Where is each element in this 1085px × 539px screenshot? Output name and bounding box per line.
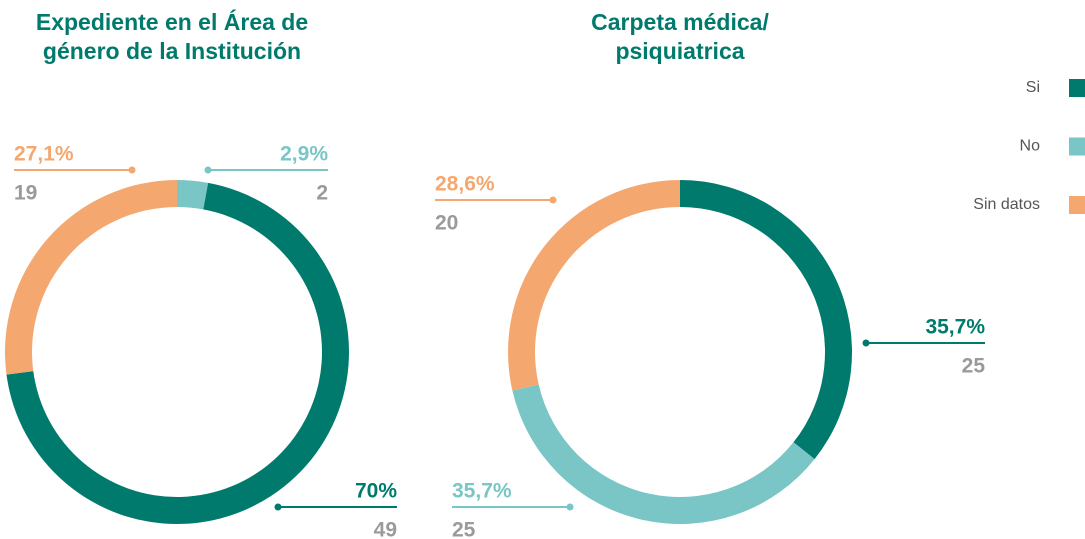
count-label: 2 [316,182,328,205]
leader-dot [549,196,557,204]
donut-slice [680,180,853,460]
count-label: 25 [962,355,986,378]
leader-dot [274,503,282,511]
value-label: 35,7% [452,480,512,503]
donut-slice [507,180,680,391]
value-label: 35,7% [925,316,985,339]
leader-dot [862,339,870,347]
value-label: 2,9% [280,143,328,166]
donut-slice [512,384,815,525]
legend-label: No [1020,138,1041,155]
leader-dot [566,503,574,511]
chart-title: Expediente en el Área de género de la In… [35,9,309,64]
value-label: 27,1% [14,143,74,166]
count-label: 19 [14,182,37,205]
value-label: 28,6% [435,173,495,196]
count-label: 20 [435,212,458,235]
legend-label: Si [1026,79,1040,96]
count-label: 25 [452,519,476,539]
count-label: 49 [374,519,397,539]
legend-swatch [1069,137,1085,156]
value-label: 70% [355,480,397,503]
legend-swatch [1069,79,1085,97]
leader-dot [128,166,136,174]
donut-slice [4,180,177,375]
donut-slice [177,180,209,210]
legend-swatch [1069,196,1085,214]
chart-title: Carpeta médica/ psiquiatrica [591,9,769,64]
leader-dot [204,166,212,174]
legend-label: Sin datos [973,196,1040,213]
